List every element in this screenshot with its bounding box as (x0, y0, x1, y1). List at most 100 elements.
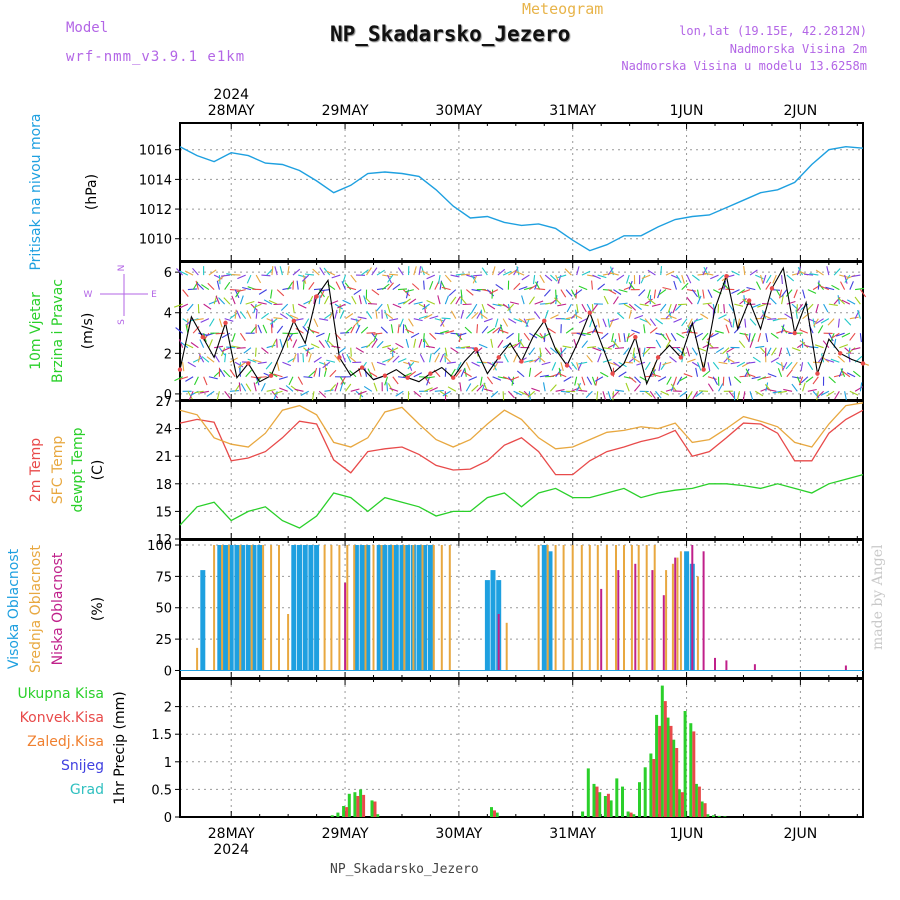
wind-barb (455, 296, 461, 305)
wind-barb (557, 372, 567, 378)
wind-barb (791, 376, 801, 379)
wind-speed-marker (860, 361, 866, 366)
wind-barb (324, 339, 331, 348)
wind-barb (602, 272, 612, 276)
wind-barb (236, 289, 246, 293)
wind-barb (632, 347, 636, 357)
wind-barb (303, 376, 313, 379)
wind-barb (611, 333, 614, 343)
wind-barb (371, 289, 380, 296)
wind-barb (408, 318, 414, 327)
wind-barb (355, 324, 361, 334)
wind-barb (350, 324, 356, 334)
wind-barb (187, 361, 196, 368)
precip-bar-0 (376, 814, 380, 817)
wind-barb (833, 268, 841, 276)
wind-barb (389, 347, 399, 353)
wind-barb (781, 324, 785, 334)
precip-bar-0 (638, 782, 641, 817)
wind-barb (828, 376, 836, 384)
wind-barb (334, 354, 341, 363)
x-tick-label-bottom: 31MAY (549, 826, 596, 842)
wind-barb (465, 311, 473, 320)
wind-barb (618, 371, 627, 378)
wind-barb (187, 288, 197, 291)
wind-barb (737, 318, 741, 328)
compass-west: W (84, 290, 93, 300)
wind-barb (746, 361, 756, 364)
wind-barb (376, 361, 386, 366)
wind-barb (220, 274, 230, 277)
wind-barb (576, 304, 579, 314)
x-tick-label-bottom: 1JUN (670, 826, 704, 842)
cloud-bar-1 (580, 545, 583, 671)
cloud-bar-2 (691, 545, 694, 671)
wind-barb (387, 274, 394, 283)
wind-barb (344, 282, 352, 290)
wind-barb (739, 332, 749, 336)
model-label: Model (66, 20, 109, 36)
y-tick-label: 18 (155, 478, 172, 493)
wind-barb (363, 385, 373, 392)
wind-barb (623, 361, 633, 364)
wind-barb (508, 318, 517, 324)
cloud-bar-1 (696, 576, 699, 671)
panel-frame (179, 539, 864, 679)
wind-barb (731, 289, 740, 294)
wind-barb (445, 330, 455, 334)
wind-barb (490, 338, 494, 348)
panel-frame (179, 678, 864, 818)
x-tick-label-top: 31MAY (549, 103, 596, 119)
wind-barb (733, 326, 741, 334)
wind-barb (537, 355, 546, 363)
wind-barb (342, 274, 347, 284)
precip-bar-0 (495, 812, 499, 817)
cloud-bar-1 (239, 545, 242, 671)
wind-barb (814, 344, 824, 349)
wind-barb (444, 295, 450, 305)
precip-bar-0 (666, 717, 670, 817)
wind-barb (696, 362, 702, 371)
precip-bar-1 (680, 792, 684, 817)
wind-barb (405, 328, 415, 334)
wind-barb (238, 382, 241, 392)
wind-barb (201, 284, 210, 291)
precip-bar-1 (652, 759, 656, 817)
cloud-bar-1 (537, 545, 540, 671)
wind-barb (649, 318, 657, 327)
wind-barb (653, 289, 657, 299)
wind-barb (194, 376, 199, 386)
wind-barb (384, 376, 389, 386)
wind-barb (510, 376, 520, 381)
chart-title: NP_Skadarsko_Jezero (330, 22, 571, 46)
wind-barb (644, 298, 653, 305)
wind-speed-marker (268, 373, 274, 378)
wind-barb (700, 313, 709, 320)
cloud-bar-2 (634, 563, 637, 671)
precip-bar-1 (356, 796, 360, 817)
wind-barb (854, 296, 861, 305)
wind-barb (386, 382, 389, 392)
wind-barb (404, 289, 414, 293)
wind-barb (231, 345, 241, 349)
cloud-bar-1 (270, 545, 273, 671)
cloud-bar-1 (653, 545, 656, 671)
wind-barb (439, 318, 445, 327)
wind-barb (224, 353, 227, 363)
wind-barb (421, 270, 430, 276)
cloud-bar-1 (623, 545, 625, 671)
wind-barb (481, 325, 489, 334)
wind-barb (779, 289, 783, 299)
wind-barb (687, 318, 693, 327)
wind-barb (419, 376, 429, 378)
wind-barb (686, 347, 691, 357)
wind-barb (550, 274, 558, 282)
wind-barb (749, 269, 758, 276)
wind-speed-marker (633, 334, 638, 340)
wind-barb (444, 274, 452, 283)
wind-barb (376, 340, 384, 349)
wind-barb (825, 286, 835, 291)
wind-barb (589, 318, 593, 328)
wind-barb (174, 376, 183, 382)
precip-bar-1 (362, 794, 366, 817)
